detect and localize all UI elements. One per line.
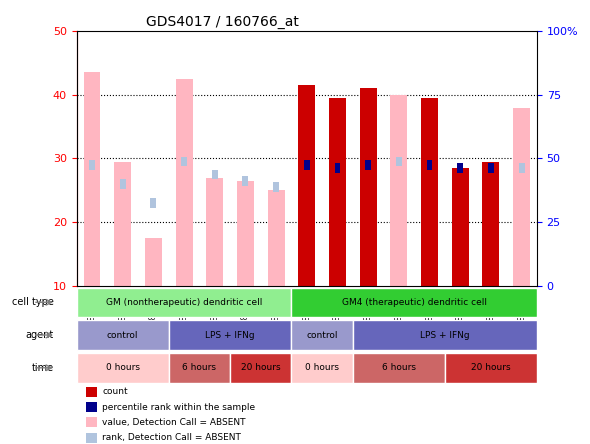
Bar [273, 182, 279, 192]
Text: 20 hours: 20 hours [241, 363, 281, 372]
Text: 6 hours: 6 hours [182, 363, 217, 372]
Text: LPS + IFNg: LPS + IFNg [420, 330, 470, 340]
Bar [299, 85, 315, 286]
FancyBboxPatch shape [169, 353, 230, 383]
Bar [86, 432, 97, 443]
Bar [335, 163, 340, 173]
FancyBboxPatch shape [230, 353, 291, 383]
FancyBboxPatch shape [77, 353, 169, 383]
FancyBboxPatch shape [169, 320, 291, 350]
FancyBboxPatch shape [445, 353, 537, 383]
Bar [304, 160, 310, 170]
Bar [519, 163, 525, 173]
Bar [457, 163, 463, 173]
Text: count: count [102, 387, 127, 396]
FancyBboxPatch shape [353, 320, 537, 350]
Text: control: control [107, 330, 139, 340]
Text: GM (nontherapeutic) dendritic cell: GM (nontherapeutic) dendritic cell [106, 298, 263, 307]
Bar [513, 107, 530, 286]
Bar [89, 160, 95, 170]
Bar [329, 98, 346, 286]
FancyBboxPatch shape [291, 353, 353, 383]
Text: LPS + IFNg: LPS + IFNg [205, 330, 255, 340]
Bar [84, 72, 100, 286]
Text: rank, Detection Call = ABSENT: rank, Detection Call = ABSENT [102, 433, 241, 442]
Bar [421, 98, 438, 286]
FancyBboxPatch shape [291, 288, 537, 317]
Text: control: control [306, 330, 338, 340]
Bar [427, 160, 432, 170]
FancyBboxPatch shape [291, 320, 353, 350]
Bar [86, 402, 97, 412]
Text: cell type: cell type [12, 297, 54, 307]
Bar [150, 198, 156, 208]
Text: time: time [31, 363, 54, 373]
Bar [145, 238, 162, 286]
Bar [268, 190, 284, 286]
Bar [176, 79, 192, 286]
Bar [242, 176, 248, 186]
FancyBboxPatch shape [77, 288, 291, 317]
Bar [114, 162, 131, 286]
Bar [483, 162, 499, 286]
Text: 0 hours: 0 hours [106, 363, 140, 372]
Text: 20 hours: 20 hours [471, 363, 511, 372]
FancyBboxPatch shape [353, 353, 445, 383]
Bar [86, 387, 97, 397]
Bar [237, 181, 254, 286]
Text: value, Detection Call = ABSENT: value, Detection Call = ABSENT [102, 418, 245, 427]
Bar [365, 160, 371, 170]
Bar [452, 168, 468, 286]
Text: GM4 (therapeutic) dendritic cell: GM4 (therapeutic) dendritic cell [342, 298, 487, 307]
Bar [206, 178, 223, 286]
Text: GDS4017 / 160766_at: GDS4017 / 160766_at [146, 15, 299, 29]
Text: percentile rank within the sample: percentile rank within the sample [102, 403, 255, 412]
Bar [212, 170, 218, 179]
Bar [396, 157, 402, 166]
Text: 0 hours: 0 hours [305, 363, 339, 372]
Bar [360, 88, 376, 286]
Text: agent: agent [25, 330, 54, 340]
FancyBboxPatch shape [77, 320, 169, 350]
Bar [120, 179, 126, 189]
Bar [181, 157, 187, 166]
Text: 6 hours: 6 hours [382, 363, 416, 372]
Bar [391, 95, 407, 286]
Bar [488, 163, 494, 173]
Bar [86, 417, 97, 428]
